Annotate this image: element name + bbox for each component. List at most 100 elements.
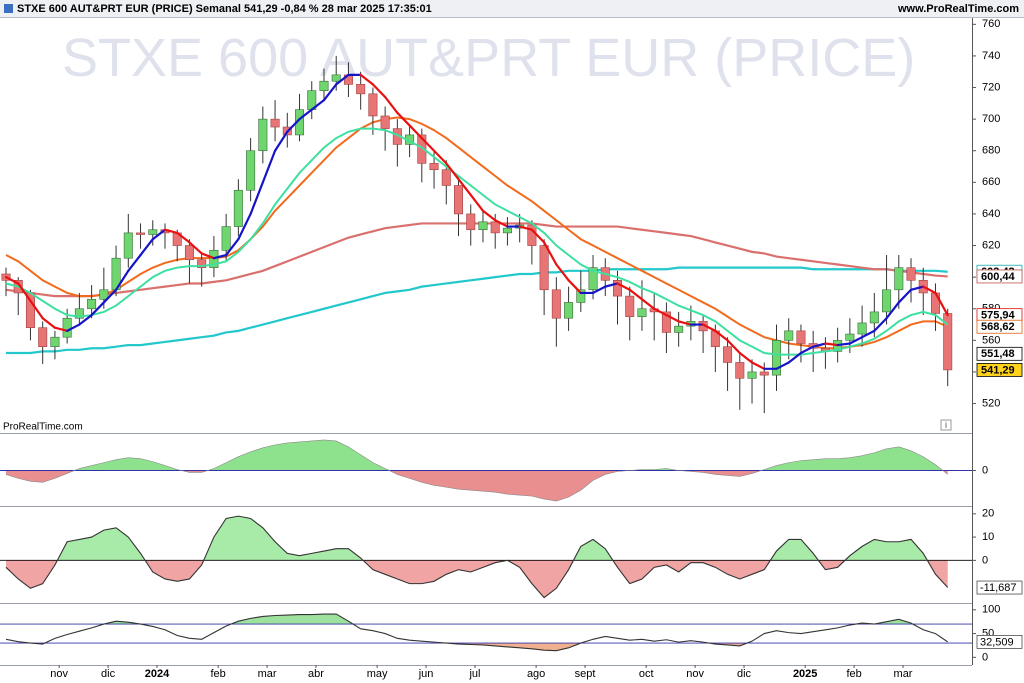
ma-segment [225,238,240,257]
candle-body [246,150,256,191]
candle-body [38,327,48,347]
price-label-box [976,346,1023,361]
ma-segment [188,241,203,255]
candle-body [735,362,745,379]
y-tick-label: 720 [982,81,1000,93]
ma-segment [139,238,154,257]
ma-segment [799,345,815,355]
ma-segment [922,285,937,295]
candle-body [894,267,904,291]
ma-segment [628,288,644,301]
ma-segment [543,241,558,266]
candle-body [661,311,671,333]
ma-segment [114,269,130,291]
candle-body [454,185,464,215]
ma-segment [286,118,301,133]
ma-segment [163,228,179,235]
candle-body [87,298,97,310]
svg-text:i: i [945,420,947,430]
candle-body [136,232,146,235]
ma-segment [787,351,803,364]
x-tick-label: abr [308,668,324,680]
moving-average [5,222,948,298]
moving-average [5,116,949,350]
ma-segment [702,323,717,332]
header-title: STXE 600 AUT&PRT EUR (PRICE) Semanal 541… [17,3,432,15]
candle-body [197,259,207,268]
candle-body [233,189,243,227]
ma-segment [420,136,436,152]
ma-segment [738,351,754,364]
candle-body [490,221,500,234]
candle-body [466,213,476,231]
ma-segment [78,313,93,326]
candle-body [478,221,488,231]
x-tick-label: ago [527,668,545,680]
ma-segment [212,253,228,260]
ma-segment [322,83,338,102]
candle-body [747,371,757,379]
last-value-label: -11,687 [980,582,1017,594]
ma-segment [591,285,607,295]
candle-body [539,245,549,291]
ma-segment [127,253,142,272]
ma-segment [494,219,509,228]
ma-segment [66,323,81,332]
ma-segment [934,291,949,317]
ma-segment [824,342,839,347]
ma-segment [653,307,668,317]
last-value-box [976,635,1023,649]
candle-body [796,330,806,344]
candle-body [148,229,158,235]
y-tick-label: 660 [982,176,1000,188]
ma-segment [176,231,191,244]
fill-above [103,614,913,625]
fill-above [6,516,948,561]
candle-body [906,267,916,281]
fill-above [6,439,948,471]
candle-body [588,267,598,291]
x-tick-label: oct [639,668,654,680]
ma-segment [530,228,546,244]
x-tick-label: feb [846,668,861,680]
ma-segment [310,99,326,111]
candle-body [319,80,329,91]
x-tick-label: nov [50,668,68,680]
price-label-box [976,363,1023,377]
ma-segment [775,361,790,370]
candle-body [356,84,366,95]
ma-segment [408,124,423,140]
ma-segment [17,282,32,302]
candle-body [99,289,109,300]
ma-segment [812,342,827,348]
y-tick-label: 0 [982,651,988,663]
candle-body [869,311,879,324]
candle-body [123,232,133,259]
ma-segment [371,83,387,99]
candle-body [429,163,439,170]
candle-body [576,289,586,303]
y-tick-label: 20 [982,508,994,520]
candle-body [50,336,60,347]
price-label-box [976,319,1023,334]
candle-body [331,74,341,82]
y-tick-label: 0 [982,464,988,476]
candle-body [221,226,231,251]
ma-segment [53,326,69,332]
y-tick-label: 620 [982,239,1000,251]
candle-body [637,308,647,317]
candle-body [845,333,855,341]
ma-segment [359,73,374,86]
info-icon[interactable]: i [940,419,952,431]
ma-segment [604,282,619,288]
ma-segment [848,336,864,345]
price-label: 575,94 [981,310,1016,322]
ma-segment [200,252,216,260]
x-tick-label: may [367,668,388,680]
candle-body [184,245,194,261]
credit: ProRealTime.com [3,422,83,433]
candle-body [368,93,378,117]
ma-segment [677,320,692,326]
x-tick-label: mar [258,668,277,680]
